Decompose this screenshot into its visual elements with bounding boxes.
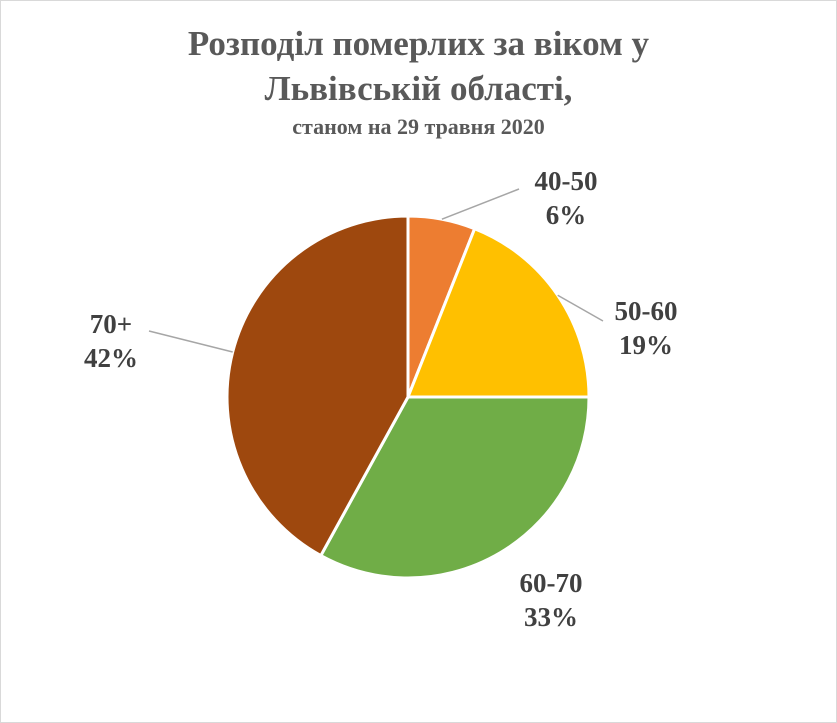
slice-value-label: 42%	[84, 343, 138, 373]
pie-slice	[318, 395, 591, 580]
leader-line	[557, 294, 604, 322]
chart-subtitle: станом на 29 травня 2020	[292, 114, 545, 139]
slice-category-label: 50-60	[615, 296, 678, 326]
slice-value-label: 6%	[546, 200, 587, 230]
leader-line	[148, 330, 233, 353]
slice-value-label: 33%	[524, 602, 578, 632]
slice-category-label: 70+	[90, 309, 132, 339]
leader-line	[441, 188, 520, 220]
slice-category-label: 40-50	[535, 166, 598, 196]
pie-slice	[225, 214, 410, 558]
slice-value-label: 19%	[619, 330, 673, 360]
chart-title: Розподіл померлих за віком у Львівській …	[187, 24, 650, 108]
slice-category-label: 60-70	[520, 568, 583, 598]
